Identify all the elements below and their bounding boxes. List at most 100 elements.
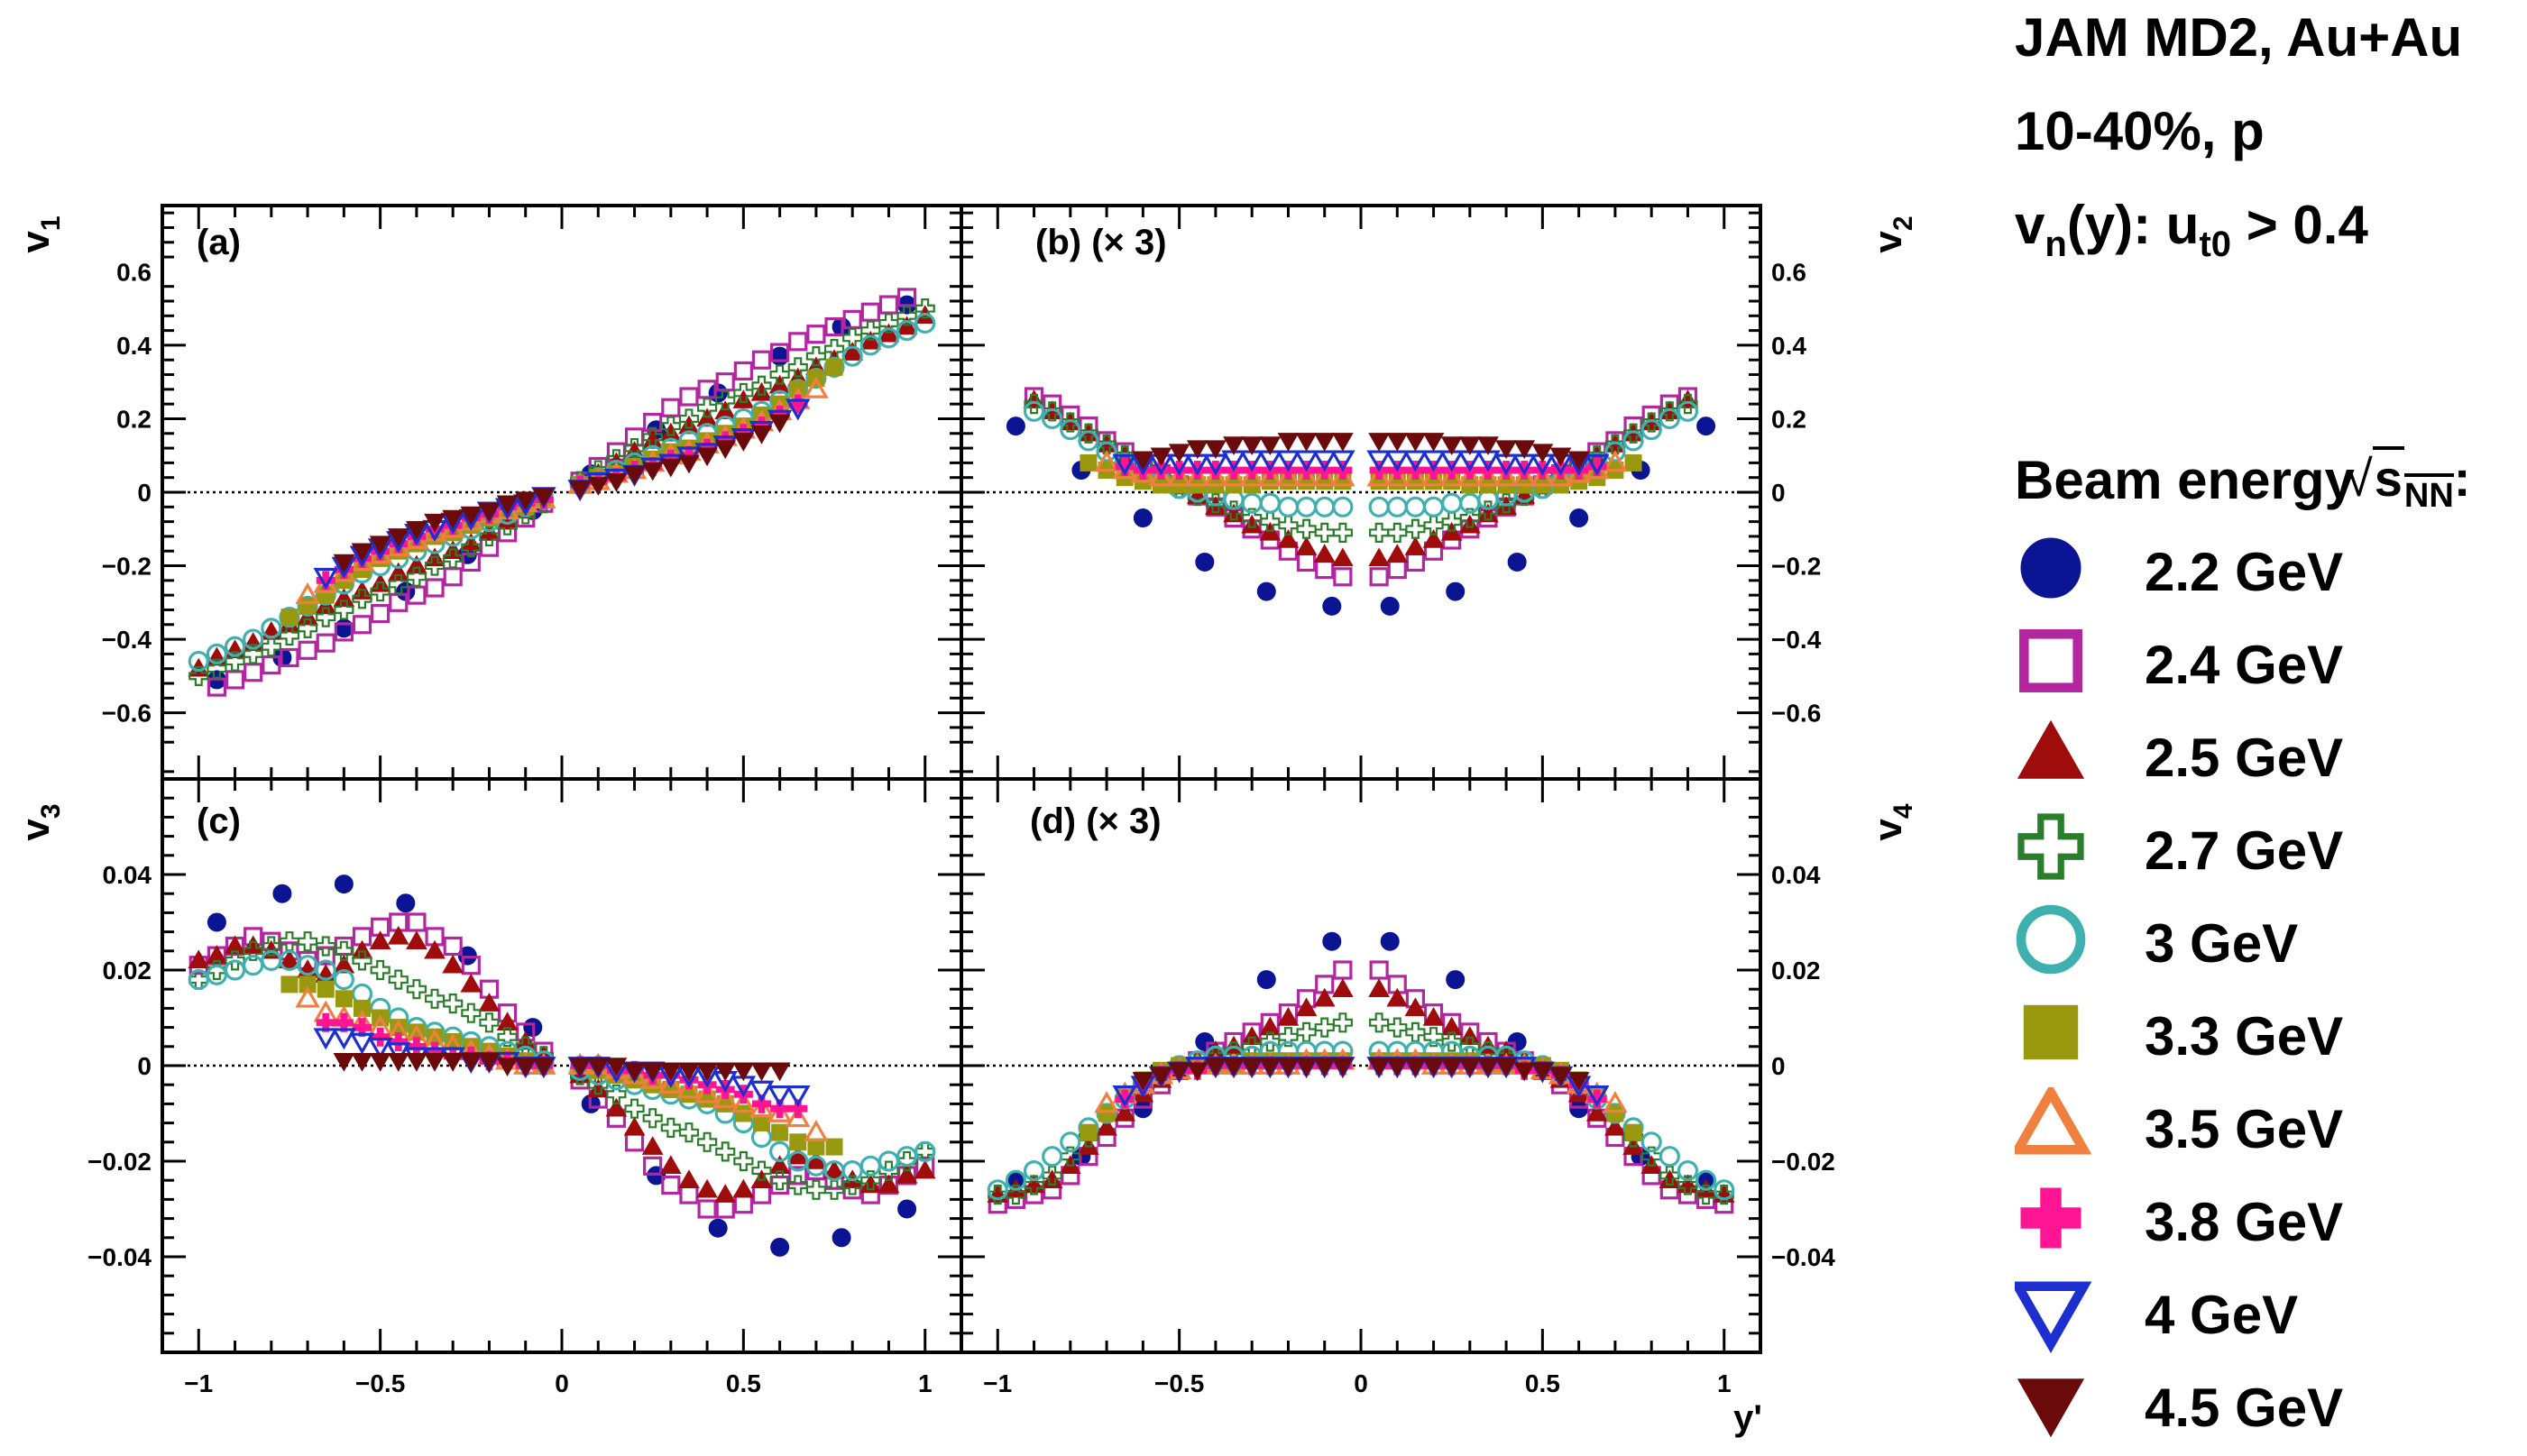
- data-point: [641, 1062, 664, 1082]
- data-point: [679, 1185, 699, 1204]
- data-point: [1259, 436, 1282, 456]
- data-point: [460, 973, 482, 993]
- data-point: [751, 350, 772, 370]
- data-point: [1422, 1006, 1445, 1026]
- data-point: [1114, 1102, 1136, 1122]
- data-point: [1295, 536, 1318, 555]
- data-point: [1369, 567, 1389, 587]
- data-point: [896, 320, 918, 342]
- data-point: [734, 1104, 752, 1122]
- data-point: [715, 1199, 735, 1219]
- data-point: [1060, 419, 1081, 441]
- data-point: [349, 1032, 375, 1055]
- data-point: [1096, 441, 1117, 462]
- data-point: [1042, 407, 1063, 430]
- data-point: [533, 1058, 555, 1077]
- data-point: [514, 1058, 537, 1077]
- data-point: [1386, 433, 1409, 452]
- series-2p4-GeV: [988, 960, 1734, 1214]
- data-point: [658, 1071, 684, 1094]
- data-point: [1313, 433, 1336, 452]
- y-axis-label: v2: [1866, 215, 1918, 252]
- data-point: [352, 950, 372, 971]
- y-tick-label: 0.6: [1771, 258, 1806, 286]
- data-point: [1420, 464, 1447, 487]
- data-point: [750, 1062, 773, 1082]
- data-point: [1493, 464, 1519, 487]
- data-point: [1622, 423, 1644, 444]
- data-point: [1387, 1017, 1408, 1038]
- data-point: [1549, 1067, 1572, 1086]
- data-point: [386, 1042, 411, 1065]
- data-point: [1441, 511, 1462, 532]
- data-point: [1422, 496, 1445, 517]
- legend-header: Beam energy √sNN:: [2015, 446, 2520, 521]
- data-point: [1387, 560, 1407, 580]
- data-point: [387, 925, 409, 945]
- legend-marker-icon: [2015, 1087, 2092, 1155]
- data-point: [639, 1067, 666, 1089]
- y-tick-label: 0.2: [116, 405, 152, 433]
- y-tick-label: 0.02: [103, 957, 152, 984]
- data-point: [334, 875, 354, 894]
- data-point: [896, 306, 917, 326]
- data-point: [659, 1155, 682, 1175]
- data-point: [1405, 552, 1426, 572]
- data-point: [659, 422, 682, 442]
- data-point: [1257, 464, 1283, 487]
- data-point: [914, 312, 936, 334]
- data-point: [1239, 464, 1264, 487]
- data-point: [752, 1094, 771, 1113]
- data-point: [715, 1141, 736, 1162]
- data-point: [370, 581, 391, 602]
- data-point: [1313, 1058, 1336, 1077]
- data-point: [316, 1012, 335, 1032]
- data-point: [696, 1131, 718, 1152]
- data-point: [1659, 407, 1680, 430]
- y-tick-label: −0.4: [102, 626, 152, 654]
- data-point: [770, 343, 790, 362]
- data-point: [1314, 1017, 1335, 1038]
- data-point: [496, 495, 519, 515]
- data-point: [1587, 456, 1607, 476]
- data-point: [1277, 1006, 1300, 1026]
- data-point: [832, 1228, 851, 1248]
- data-point: [1380, 931, 1400, 951]
- data-point: [316, 571, 335, 591]
- data-point: [914, 1140, 936, 1163]
- data-point: [1322, 931, 1342, 951]
- data-point: [1458, 514, 1481, 534]
- info-cut-y-u: (y): u: [2066, 195, 2200, 255]
- data-point: [1221, 464, 1246, 487]
- data-point: [914, 1159, 936, 1179]
- data-point: [334, 936, 354, 957]
- data-point: [769, 1140, 791, 1163]
- data-point: [188, 968, 209, 991]
- data-point: [1531, 444, 1554, 463]
- data-point: [369, 536, 391, 555]
- data-point: [369, 1052, 391, 1072]
- legend-entry-label: 4.5 GeV: [2145, 1378, 2344, 1438]
- data-point: [1569, 508, 1589, 528]
- info-block: JAM MD2, Au+Au 10-40%, p vn(y): ut0 > 0.…: [2015, 11, 2520, 292]
- data-point: [225, 670, 245, 690]
- data-point: [354, 999, 371, 1017]
- y-tick-label: −0.02: [1771, 1148, 1835, 1176]
- data-point: [1384, 450, 1411, 472]
- data-point: [823, 356, 845, 378]
- data-point: [333, 588, 355, 607]
- data-point: [207, 912, 226, 932]
- data-point: [805, 368, 827, 389]
- data-point: [714, 1062, 737, 1082]
- data-point: [1567, 1072, 1590, 1091]
- data-point: [1402, 464, 1429, 487]
- data-point: [1296, 518, 1317, 539]
- data-point: [479, 1012, 500, 1033]
- data-point: [805, 1179, 827, 1200]
- data-point: [406, 566, 427, 587]
- data-point: [624, 437, 645, 459]
- data-point: [1168, 1062, 1190, 1082]
- data-point: [1475, 464, 1501, 487]
- data-point: [660, 416, 681, 436]
- legend-marker-icon: [2023, 1004, 2079, 1060]
